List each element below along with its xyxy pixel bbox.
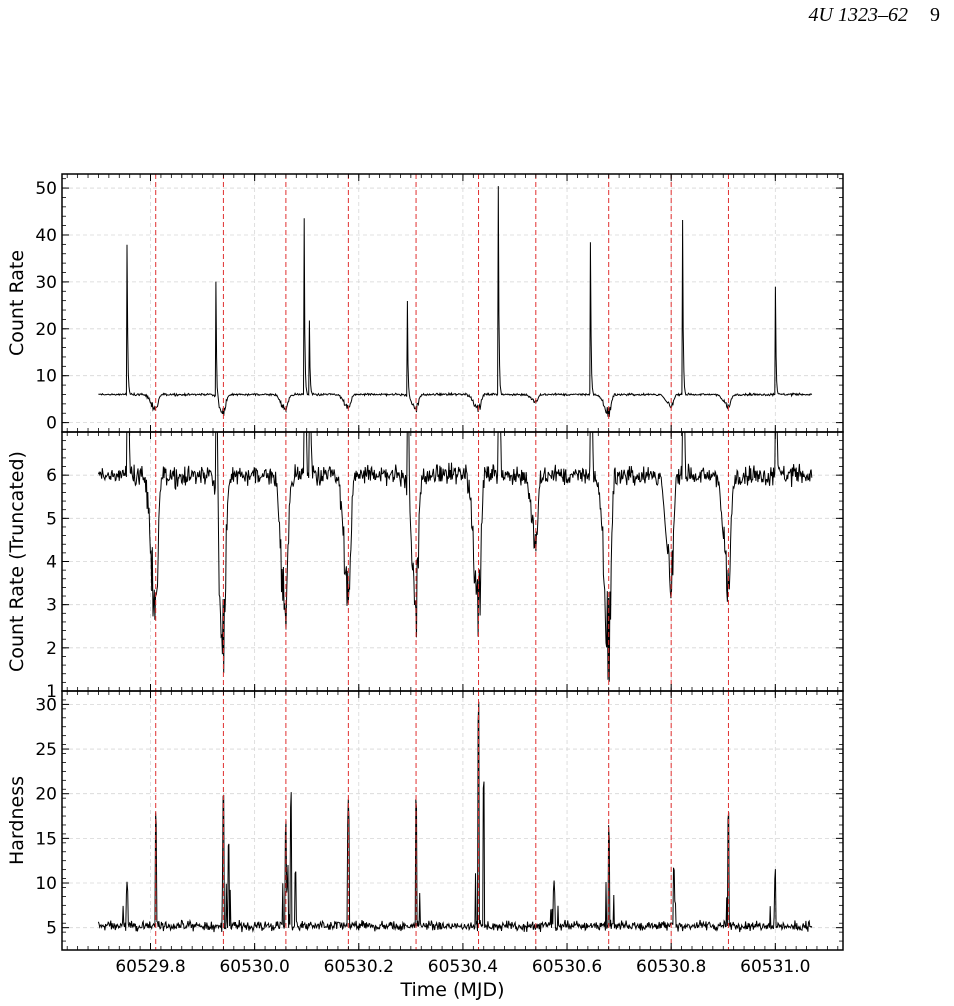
y-tick-label: 20 <box>35 785 57 805</box>
panel-3: 5 10 15 20 25 30 Hardness <box>6 690 844 951</box>
y-tick-label: 6 <box>46 466 57 486</box>
series-line <box>97 432 813 682</box>
y-tick-label: 20 <box>35 320 57 340</box>
page-number: 9 <box>930 4 940 26</box>
y-tick-label: 4 <box>46 553 57 573</box>
y-tick-label: 0 <box>46 414 57 434</box>
y-tick-label: 40 <box>35 226 57 246</box>
y-tick-label: 2 <box>46 639 57 659</box>
x-tick-label: 60530.6 <box>532 957 602 977</box>
x-tick-label: 60531.0 <box>740 957 810 977</box>
x-tick-label: 60529.8 <box>115 957 185 977</box>
y-tick-label: 5 <box>46 919 57 939</box>
x-tick-label: 60530.8 <box>636 957 706 977</box>
panel-frame <box>61 690 844 951</box>
series-line <box>97 701 813 933</box>
running-header: 4U 1323–62 9 <box>809 4 940 27</box>
y-tick-label: 1 <box>46 682 57 702</box>
panel-1: 0 10 20 30 40 50 Count Rate <box>6 173 844 434</box>
y-tick-label: 3 <box>46 596 57 616</box>
x-tick-label: 60530.4 <box>428 957 498 977</box>
y-tick-label: 30 <box>35 273 57 293</box>
panel-2: 1 2 3 4 5 6 Count Rate (Truncated) <box>6 431 844 702</box>
y-axis-label: Count Rate (Truncated) <box>6 451 28 672</box>
y-tick-label: 50 <box>35 179 57 199</box>
y-axis-label: Hardness <box>6 776 28 865</box>
y-tick-label: 5 <box>46 509 57 529</box>
y-tick-label: 10 <box>35 874 57 894</box>
y-tick-label: 25 <box>35 740 57 760</box>
y-tick-label: 10 <box>35 367 57 387</box>
series-line <box>98 186 813 417</box>
y-tick-label: 30 <box>35 695 57 715</box>
x-tick-label: 60530.2 <box>324 957 394 977</box>
y-tick-label: 15 <box>35 829 57 849</box>
y-axis-label: Count Rate <box>6 250 28 356</box>
running-title: 4U 1323–62 <box>808 4 908 26</box>
x-axis-label: Time (MJD) <box>400 979 505 1001</box>
panel-frame <box>61 173 844 433</box>
x-tick-label: 60530.0 <box>219 957 289 977</box>
